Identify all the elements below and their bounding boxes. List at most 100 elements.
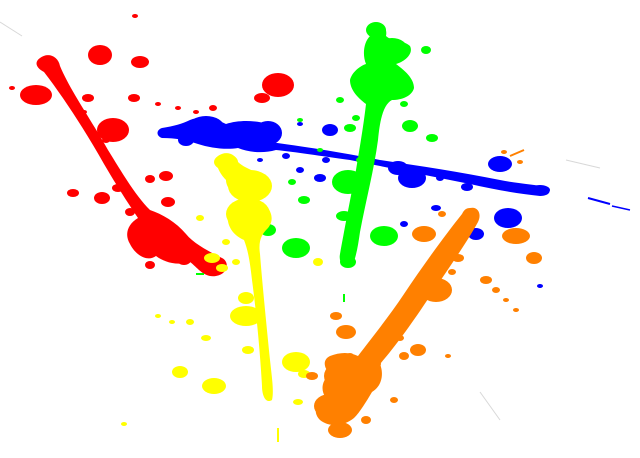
yellow-blob	[230, 306, 262, 326]
blue-blob	[461, 183, 473, 191]
yellow-splatter	[121, 153, 323, 442]
orange-blob	[492, 287, 500, 293]
yellow-blob	[238, 292, 254, 304]
blue-blob	[398, 168, 426, 188]
red-blob	[175, 106, 181, 110]
blue-blob	[257, 158, 263, 162]
orange-blob	[526, 252, 542, 264]
red-blob	[9, 86, 15, 90]
orange-dash	[509, 149, 525, 157]
green-blob	[344, 124, 356, 132]
yellow-blob	[216, 264, 228, 272]
red-blob	[128, 94, 140, 102]
yellow-blob	[226, 198, 270, 230]
red-blob	[102, 137, 110, 143]
yellow-blob	[242, 346, 254, 354]
green-blob	[288, 179, 296, 185]
blue-splatter	[157, 116, 631, 288]
orange-blob	[452, 254, 464, 262]
blue-blob	[296, 167, 304, 173]
yellow-blob	[232, 259, 240, 265]
green-blob	[370, 226, 398, 246]
yellow-blob	[313, 258, 323, 266]
green-blob	[426, 134, 438, 142]
red-blob	[67, 189, 79, 197]
red-blob	[159, 171, 173, 181]
orange-blob	[502, 228, 530, 244]
green-blob	[336, 97, 344, 103]
red-blob	[97, 118, 129, 142]
yellow-blob	[222, 239, 230, 245]
green-blob	[376, 48, 388, 56]
red-blob	[81, 110, 87, 114]
red-blob	[94, 192, 110, 204]
orange-blob	[412, 226, 436, 242]
green-blob	[362, 66, 406, 98]
green-blob	[402, 120, 418, 132]
orange-blob	[330, 312, 342, 320]
red-blob	[112, 184, 124, 192]
green-blob	[356, 157, 364, 163]
orange-blob	[410, 344, 426, 356]
green-blob	[366, 22, 386, 38]
blue-blob	[254, 121, 282, 145]
red-blob	[145, 261, 155, 269]
orange-blob	[501, 150, 507, 154]
red-blob	[262, 73, 294, 97]
orange-blob	[503, 298, 509, 302]
orange-blob	[396, 335, 404, 341]
hairline	[0, 21, 23, 37]
green-blob	[282, 238, 310, 258]
red-blob	[88, 45, 112, 65]
orange-blob	[346, 353, 354, 359]
red-blob	[193, 110, 199, 114]
red-blob	[132, 14, 138, 18]
blue-blob	[537, 284, 543, 288]
faint-hairlines	[0, 21, 601, 421]
orange-blob	[399, 352, 409, 360]
orange-blob	[306, 372, 318, 380]
red-streak	[36, 55, 227, 277]
blue-blob	[431, 205, 441, 211]
yellow-blob	[186, 319, 194, 325]
red-blob	[82, 94, 94, 102]
orange-blob	[445, 354, 451, 358]
orange-blob	[420, 278, 452, 302]
yellow-blob	[204, 253, 220, 263]
red-blob	[145, 175, 155, 183]
yellow-blob	[172, 366, 188, 378]
blue-blob	[188, 116, 224, 138]
green-splatter	[196, 22, 438, 302]
blue-blob	[494, 208, 522, 228]
blue-blob	[282, 153, 290, 159]
yellow-blob	[155, 314, 161, 318]
yellow-blob	[121, 422, 127, 426]
red-blob	[131, 56, 149, 68]
orange-blob	[371, 360, 381, 368]
green-blob	[298, 196, 310, 204]
yellow-blob	[201, 335, 211, 341]
orange-blob	[448, 269, 456, 275]
hairline	[479, 391, 501, 421]
blue-blob	[530, 185, 550, 195]
blue-blob	[322, 124, 338, 136]
red-blob	[254, 93, 270, 103]
red-blob	[161, 197, 175, 207]
yellow-blob	[169, 320, 175, 324]
green-blob	[376, 38, 408, 62]
yellow-blob	[196, 215, 204, 221]
orange-blob	[361, 416, 371, 424]
yellow-blob	[202, 378, 226, 394]
orange-blob	[438, 211, 446, 217]
red-blob	[155, 102, 161, 106]
blue-blob	[314, 174, 326, 182]
orange-blob	[328, 422, 352, 438]
orange-blob	[480, 276, 492, 284]
green-blob	[336, 211, 352, 221]
yellow-blob	[214, 154, 238, 170]
blue-blob	[488, 156, 512, 172]
red-blob	[177, 255, 191, 265]
blue-blob	[388, 161, 408, 175]
